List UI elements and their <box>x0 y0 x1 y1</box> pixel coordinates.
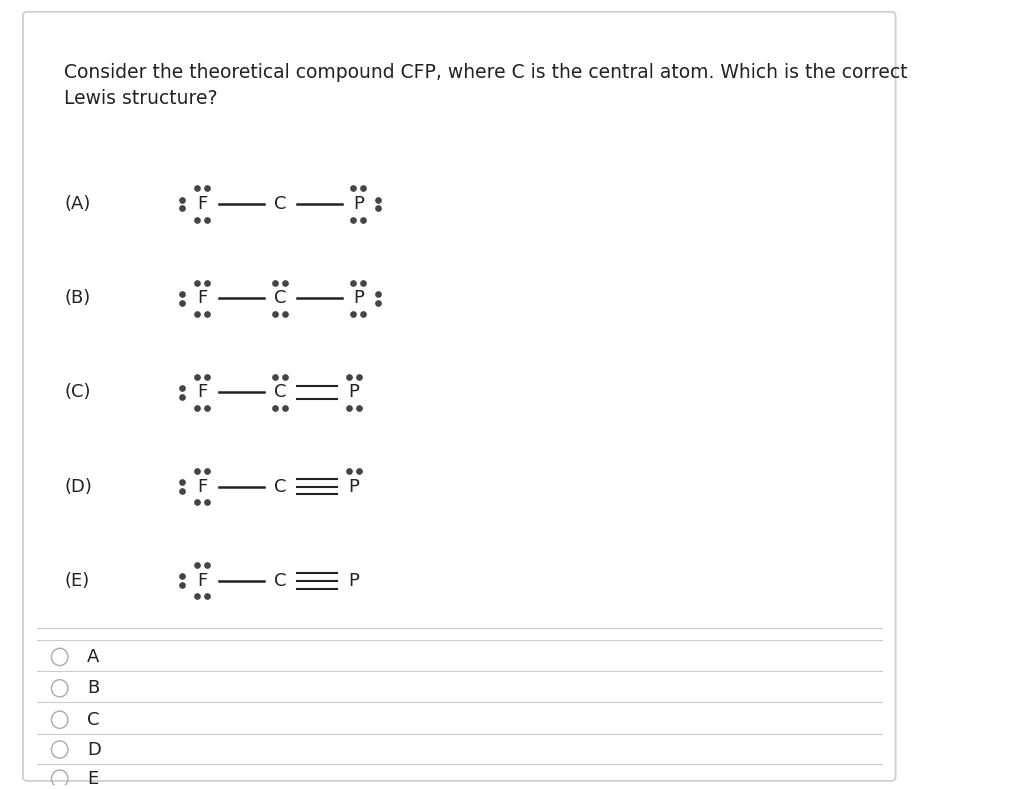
Text: C: C <box>273 290 287 307</box>
Text: (A): (A) <box>65 195 91 213</box>
Text: C: C <box>273 383 287 402</box>
Text: C: C <box>87 711 99 729</box>
Text: P: P <box>348 477 359 495</box>
Text: (D): (D) <box>65 477 92 495</box>
Text: (E): (E) <box>65 572 89 590</box>
Text: B: B <box>87 679 99 697</box>
Text: P: P <box>353 290 364 307</box>
Text: F: F <box>197 383 207 402</box>
FancyBboxPatch shape <box>23 12 896 781</box>
Text: Consider the theoretical compound CFP, where C is the central atom. Which is the: Consider the theoretical compound CFP, w… <box>65 63 908 108</box>
Text: A: A <box>87 648 99 666</box>
Text: F: F <box>197 290 207 307</box>
Text: P: P <box>348 572 359 590</box>
Text: F: F <box>197 477 207 495</box>
Text: D: D <box>87 741 101 758</box>
Text: F: F <box>197 572 207 590</box>
Text: C: C <box>273 195 287 213</box>
Text: (B): (B) <box>65 290 90 307</box>
Text: P: P <box>348 383 359 402</box>
Text: C: C <box>273 572 287 590</box>
Text: (C): (C) <box>65 383 91 402</box>
Text: F: F <box>197 195 207 213</box>
Text: P: P <box>353 195 364 213</box>
Text: C: C <box>273 477 287 495</box>
Text: E: E <box>87 769 98 787</box>
